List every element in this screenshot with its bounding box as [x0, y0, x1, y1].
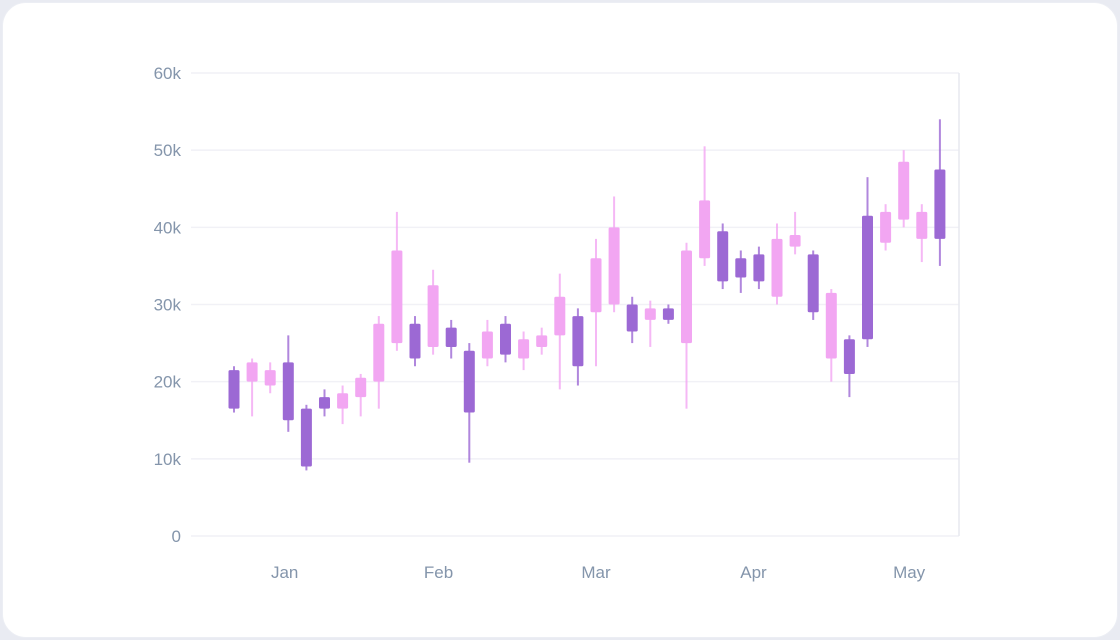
y-axis-tick-label: 20k: [154, 373, 182, 392]
candle[interactable]: [843, 335, 855, 398]
candle[interactable]: [572, 308, 584, 386]
candle-body: [771, 238, 783, 297]
candle-body: [536, 335, 548, 347]
candle[interactable]: [880, 204, 892, 251]
candle[interactable]: [554, 273, 566, 390]
candle-body: [789, 235, 801, 247]
candle-body: [753, 254, 765, 282]
candle[interactable]: [807, 250, 819, 320]
candle-body: [481, 331, 493, 359]
candle[interactable]: [608, 196, 620, 313]
candle-body: [916, 211, 928, 239]
candle-body: [228, 370, 240, 409]
candle[interactable]: [536, 327, 548, 355]
candle-body: [427, 285, 439, 347]
candle-body: [391, 250, 403, 344]
candle-body: [518, 339, 530, 359]
candle-body: [500, 323, 511, 355]
x-axis-month-label: May: [893, 563, 926, 582]
candle[interactable]: [282, 335, 294, 432]
candle-body: [590, 258, 602, 313]
candle[interactable]: [319, 389, 330, 417]
candle-body: [409, 323, 421, 359]
candle-body: [355, 377, 367, 398]
y-axis-tick-label: 50k: [154, 141, 182, 160]
candle-body: [644, 308, 656, 320]
x-axis-month-label: Mar: [581, 563, 611, 582]
candle[interactable]: [934, 119, 946, 266]
candle[interactable]: [644, 300, 656, 347]
candle-body: [445, 327, 457, 347]
candle[interactable]: [916, 204, 928, 263]
y-axis-tick-label: 10k: [154, 450, 182, 469]
candle-body: [337, 393, 349, 409]
candle-body: [934, 169, 946, 239]
candle-wick: [649, 300, 652, 347]
candle[interactable]: [463, 343, 475, 463]
candle-body: [662, 308, 674, 320]
candle[interactable]: [373, 316, 385, 409]
candle-body: [282, 362, 294, 421]
candle[interactable]: [771, 223, 783, 305]
x-axis-month-label: Feb: [424, 563, 453, 582]
candle-body: [626, 304, 638, 332]
candle-body: [608, 227, 620, 305]
candlestick-chart: 0 10k 20k 30k 40k 50k 60k Jan Feb Mar Apr May: [154, 64, 960, 582]
candle-body: [880, 211, 892, 243]
candle[interactable]: [898, 150, 910, 228]
candle-body: [373, 323, 385, 382]
candle[interactable]: [445, 319, 457, 359]
candle[interactable]: [753, 246, 765, 290]
candle-wick: [251, 358, 254, 417]
candle[interactable]: [699, 146, 711, 266]
candle[interactable]: [735, 250, 747, 293]
candle[interactable]: [662, 304, 674, 324]
x-axis-month-label: Apr: [740, 563, 767, 582]
candle[interactable]: [500, 316, 511, 363]
candle[interactable]: [862, 177, 873, 347]
candle[interactable]: [518, 331, 530, 371]
candle[interactable]: [409, 316, 421, 367]
y-axis-tick-label: 40k: [154, 218, 182, 237]
candle[interactable]: [789, 211, 801, 255]
y-axis-tick-label: 30k: [154, 296, 182, 315]
candle[interactable]: [228, 366, 240, 413]
candle-body: [898, 161, 910, 220]
candle-body: [735, 258, 747, 278]
candle-body: [699, 200, 711, 259]
y-axis-tick-label: 60k: [154, 64, 182, 83]
candle[interactable]: [717, 223, 729, 290]
candle[interactable]: [481, 319, 493, 367]
candle[interactable]: [300, 404, 312, 471]
candle[interactable]: [246, 358, 258, 417]
candle-body: [807, 254, 819, 313]
candle[interactable]: [590, 238, 602, 367]
candle-body: [463, 350, 475, 413]
candle[interactable]: [427, 269, 439, 355]
candle[interactable]: [337, 385, 349, 425]
candle[interactable]: [681, 242, 692, 409]
candle-body: [554, 296, 566, 336]
candle-body: [300, 408, 312, 467]
candle[interactable]: [626, 296, 638, 344]
candle-body: [319, 397, 330, 409]
candle-wick: [794, 211, 797, 255]
candle[interactable]: [264, 362, 276, 394]
candle-body: [681, 250, 692, 344]
candle-body: [264, 370, 276, 386]
candle-body: [862, 215, 873, 340]
candle-body: [717, 231, 729, 282]
candle-body: [572, 316, 584, 367]
y-axis-tick-label: 0: [172, 527, 181, 546]
candle-body: [246, 362, 258, 382]
candle[interactable]: [355, 373, 367, 417]
candle[interactable]: [825, 289, 837, 382]
x-axis-month-label: Jan: [271, 563, 298, 582]
candle-body: [843, 339, 855, 374]
candle[interactable]: [391, 211, 403, 351]
candle-body: [825, 292, 837, 359]
